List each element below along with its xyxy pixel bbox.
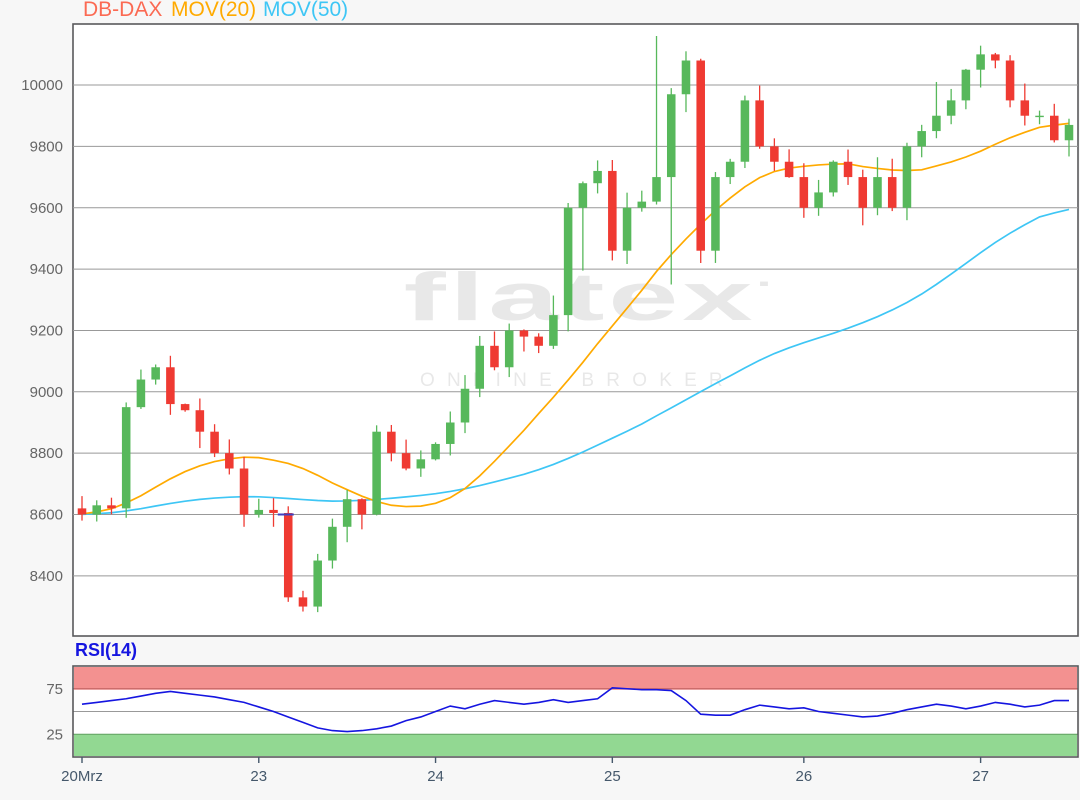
svg-text:24: 24 — [427, 768, 444, 785]
svg-text:25: 25 — [46, 726, 63, 743]
svg-text:RSI(14): RSI(14) — [75, 640, 137, 660]
svg-text:25: 25 — [604, 768, 621, 785]
svg-text:9600: 9600 — [30, 200, 63, 217]
svg-text:8800: 8800 — [30, 445, 63, 462]
svg-text:26: 26 — [795, 768, 812, 785]
svg-text:DB-DAX: DB-DAX — [83, 0, 162, 21]
svg-text:27: 27 — [972, 768, 989, 785]
svg-text:flatex.: flatex. — [404, 258, 776, 334]
svg-text:9200: 9200 — [30, 322, 63, 339]
svg-text:9400: 9400 — [30, 261, 63, 278]
svg-text:10000: 10000 — [21, 77, 63, 94]
svg-text:20Mrz: 20Mrz — [61, 768, 103, 785]
svg-text:23: 23 — [250, 768, 267, 785]
svg-text:ONLINE BROKER: ONLINE BROKER — [420, 370, 735, 391]
svg-text:8600: 8600 — [30, 507, 63, 524]
svg-text:75: 75 — [46, 681, 63, 698]
svg-text:MOV(50): MOV(50) — [263, 0, 348, 21]
svg-text:9000: 9000 — [30, 384, 63, 401]
svg-text:9800: 9800 — [30, 138, 63, 155]
svg-text:8400: 8400 — [30, 568, 63, 585]
svg-text:MOV(20): MOV(20) — [171, 0, 256, 21]
